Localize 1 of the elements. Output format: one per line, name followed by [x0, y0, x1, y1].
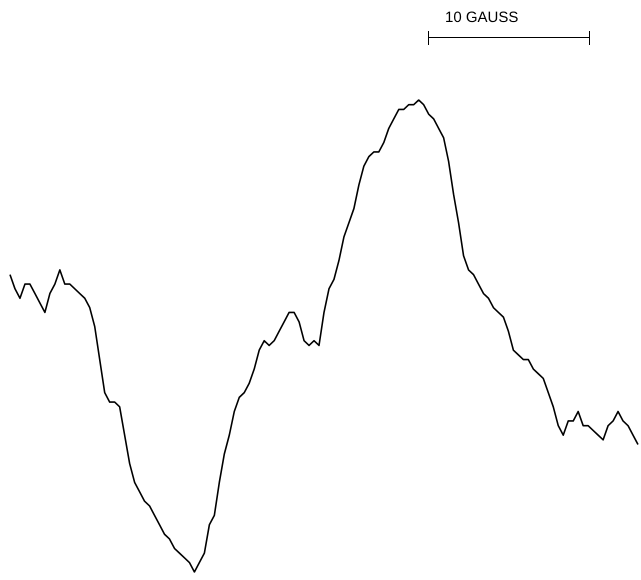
- text: 10 GAUSS: [445, 9, 518, 26]
